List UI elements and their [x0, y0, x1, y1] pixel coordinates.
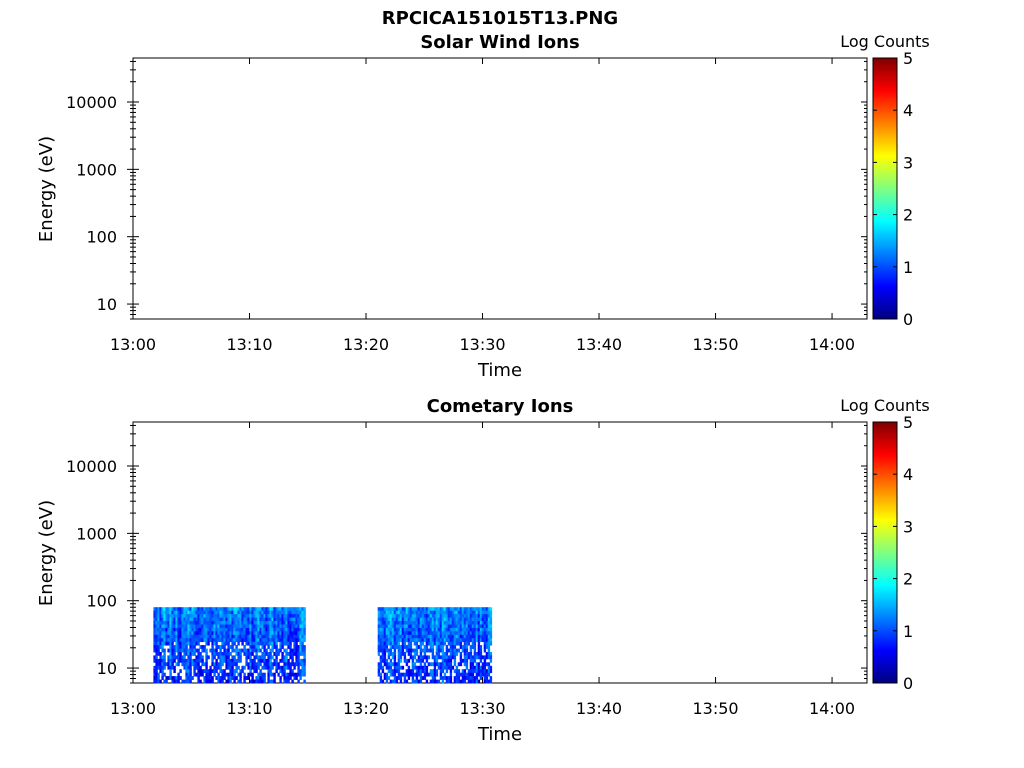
heatmap-layer — [153, 607, 493, 684]
colorbar-tick-label: 4 — [903, 101, 913, 120]
y-axis-label: Energy (eV) — [36, 136, 57, 242]
colorbar-scale — [872, 421, 898, 684]
colorbar-tick-label: 2 — [903, 206, 913, 225]
y-tick-label: 10000 — [66, 457, 117, 476]
data-block — [377, 607, 493, 684]
x-tick-label: 13:10 — [226, 699, 272, 718]
x-tick-label: 13:30 — [459, 699, 505, 718]
colorbar: Log Counts 0 1 2 3 4 5 — [840, 396, 930, 693]
y-tick-label: 100 — [86, 228, 117, 247]
y-axis: 10 100 1000 10000 — [66, 60, 867, 320]
x-tick-label: 13:40 — [576, 699, 622, 718]
x-tick-label: 13:30 — [459, 335, 505, 354]
x-axis-label: Time — [477, 724, 522, 745]
colorbar-tick-label: 4 — [903, 465, 913, 484]
y-tick-label: 10 — [97, 659, 117, 678]
colorbar-tick-label: 1 — [903, 622, 913, 641]
y-tick-label: 10000 — [66, 93, 117, 112]
y-tick-label: 1000 — [76, 524, 117, 543]
panel-title: Solar Wind Ions — [420, 32, 579, 53]
x-tick-label: 13:00 — [110, 335, 156, 354]
x-tick-label: 13:20 — [343, 335, 389, 354]
y-axis: 10 100 1000 10000 — [66, 424, 867, 684]
colorbar-tick-label: 0 — [903, 310, 913, 329]
x-tick-label: 13:40 — [576, 335, 622, 354]
y-tick-label: 10 — [97, 295, 117, 314]
colorbar-tick-label: 1 — [903, 258, 913, 277]
x-tick-label: 13:20 — [343, 699, 389, 718]
colorbar-tick-label: 2 — [903, 570, 913, 589]
x-axis: 13:00 13:10 13:20 13:30 13:40 13:50 14:00 — [110, 58, 855, 354]
colorbar: Log Counts 0 1 2 3 4 5 — [840, 32, 930, 329]
x-tick-label: 14:00 — [809, 699, 855, 718]
x-axis: 13:00 13:10 13:20 13:30 13:40 13:50 14:00 — [110, 422, 855, 718]
plot-area — [132, 57, 868, 320]
figure-title: RPCICA151015T13.PNG — [382, 8, 618, 29]
x-tick-label: 13:50 — [692, 699, 738, 718]
colorbar-label: Log Counts — [840, 396, 930, 415]
colorbar-tick-label: 3 — [903, 517, 913, 536]
colorbar-tick-label: 5 — [903, 413, 913, 432]
colorbar-tick-label: 5 — [903, 49, 913, 68]
colorbar-tick-label: 3 — [903, 153, 913, 172]
colorbar-label: Log Counts — [840, 32, 930, 51]
x-tick-label: 13:10 — [226, 335, 272, 354]
x-tick-label: 13:50 — [692, 335, 738, 354]
x-tick-label: 14:00 — [809, 335, 855, 354]
x-axis-label: Time — [477, 360, 522, 381]
x-tick-label: 13:00 — [110, 699, 156, 718]
panel-title: Cometary Ions — [427, 396, 574, 417]
colorbar-tick-label: 0 — [903, 674, 913, 693]
y-tick-label: 1000 — [76, 160, 117, 179]
y-axis-label: Energy (eV) — [36, 500, 57, 606]
data-block — [153, 607, 306, 684]
colorbar-scale — [872, 57, 898, 320]
y-tick-label: 100 — [86, 592, 117, 611]
